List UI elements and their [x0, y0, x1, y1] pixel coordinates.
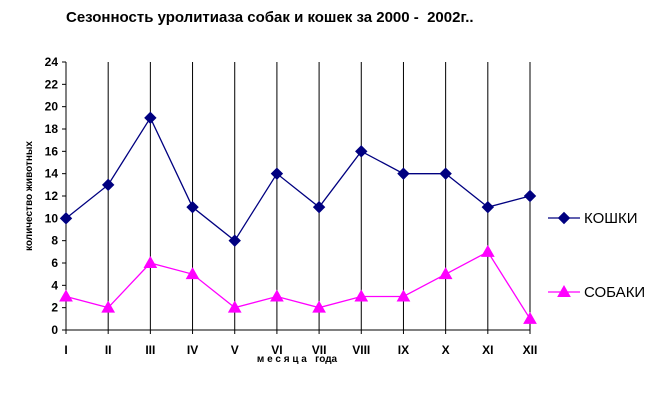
x-tick-label: II — [105, 343, 112, 357]
y-tick-label: 18 — [45, 122, 59, 136]
y-tick-label: 10 — [45, 211, 59, 225]
legend-item-1-marker — [557, 211, 571, 225]
series-2-point — [270, 289, 284, 302]
y-tick-label: 12 — [45, 189, 59, 203]
series-2-point — [312, 300, 326, 313]
series-2-point — [438, 267, 453, 280]
series-1-point — [270, 167, 284, 180]
y-tick-label: 6 — [51, 256, 58, 270]
y-tick-label: 14 — [45, 167, 59, 181]
y-axis-label: количество животных — [24, 141, 35, 251]
series-1-point — [186, 200, 199, 214]
x-axis-label: м е с я ц а года — [257, 354, 338, 365]
series-1-point — [355, 145, 368, 158]
y-tick-label: 8 — [51, 234, 58, 248]
series-1-point — [228, 234, 241, 247]
series-group — [59, 111, 537, 324]
x-tick-label: XI — [482, 343, 493, 357]
y-tick-label: 0 — [51, 323, 58, 337]
y-tick-label: 4 — [51, 278, 58, 292]
x-tick-label: I — [64, 343, 67, 357]
y-tick-label: 16 — [45, 144, 59, 158]
series-1-point — [439, 167, 452, 180]
series-1-line — [65, 116, 531, 242]
x-tick-label: IX — [398, 343, 409, 357]
series-2-point — [480, 244, 495, 257]
legend-item-1-label: КОШКИ — [584, 210, 638, 227]
x-tick-label: VIII — [352, 343, 370, 357]
axes — [62, 61, 531, 334]
series-1-point — [59, 212, 73, 225]
series-1-point — [312, 200, 326, 214]
series-1-point — [523, 189, 537, 203]
series-2-point — [101, 300, 116, 313]
x-tick-label: IV — [187, 343, 198, 357]
x-tick-label: V — [231, 343, 239, 357]
series-2-point — [523, 311, 537, 324]
series-2-point — [354, 289, 369, 302]
grid-lines — [107, 62, 531, 330]
y-tick-label: 20 — [45, 100, 59, 114]
series-1-point — [144, 111, 157, 125]
series-2-point — [59, 289, 73, 302]
x-tick-label: XII — [523, 343, 538, 357]
x-tick-label: III — [145, 343, 155, 357]
legend-item-2-label: СОБАКИ — [584, 284, 645, 301]
chart-title: Сезонность уролитиаза собак и кошек за 2… — [66, 9, 474, 26]
x-tick-labels: I II III IV V VI VII VIII IX X XI XII — [64, 343, 537, 357]
x-tick-label: VII — [312, 343, 327, 357]
y-tick-label: 2 — [51, 301, 58, 315]
legend: КОШКИ СОБАКИ — [548, 210, 645, 301]
series-2-point — [396, 289, 411, 302]
legend-item-2-marker — [557, 284, 571, 297]
y-tick-label: 24 — [45, 55, 59, 69]
y-tick-label: 22 — [45, 77, 59, 91]
series-1-point — [101, 178, 115, 192]
x-tick-label: VI — [271, 343, 282, 357]
series-1-point — [481, 200, 495, 214]
series-2-point — [185, 267, 200, 280]
series-1-point — [397, 167, 410, 180]
series-2-line — [65, 250, 531, 320]
series-2-point — [143, 255, 158, 268]
series-2-point — [227, 300, 242, 313]
x-tick-label: X — [442, 343, 450, 357]
